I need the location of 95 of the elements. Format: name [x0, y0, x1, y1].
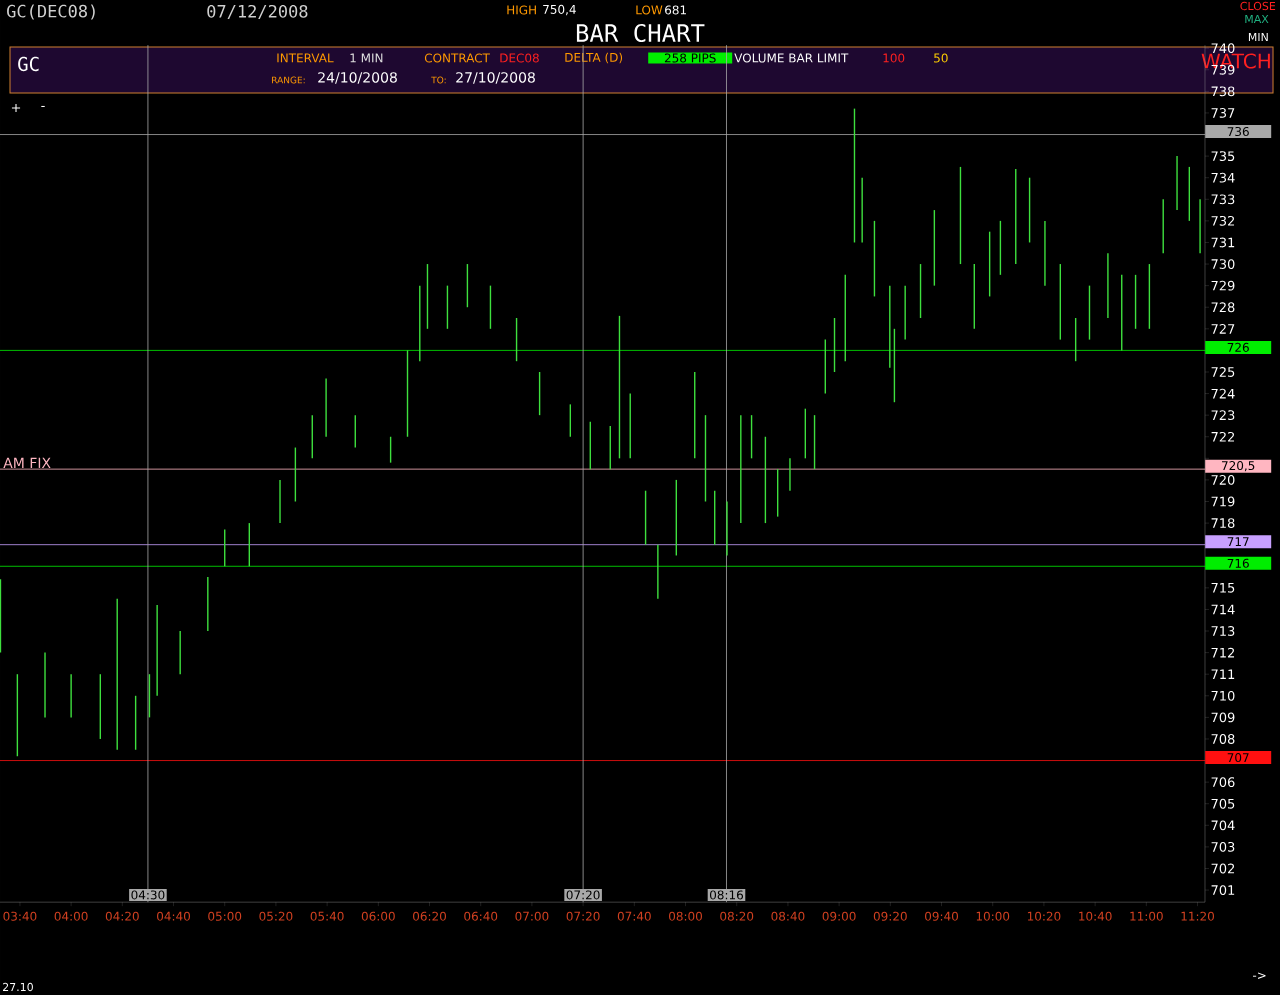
x-tick-label: 04:00 — [54, 911, 88, 921]
text: MAX — [1245, 14, 1269, 23]
x-tick-label: 11:00 — [1130, 911, 1163, 921]
annotation: 100 — [883, 53, 905, 63]
text: MIN — [1248, 32, 1268, 41]
text: 750,4 — [543, 4, 576, 16]
ref-line-label: 736 — [1227, 126, 1249, 137]
x-tick-label: 07:20 — [566, 911, 600, 921]
x-tick-label: 06:20 — [413, 911, 446, 921]
chart-title: BAR CHART — [576, 23, 705, 43]
x-tick-label: 10:00 — [976, 911, 1010, 921]
text: 27.10 — [3, 982, 33, 992]
ref-line-label: 04:30 — [131, 890, 165, 900]
y-tick-label: 720 — [1211, 475, 1235, 485]
ref-line-label: 707 — [1227, 753, 1249, 763]
annotation: DEC08 — [500, 53, 539, 63]
y-tick-label: 731 — [1211, 237, 1235, 248]
x-tick-label: 07:40 — [617, 911, 651, 921]
ref-line-label: 720,5 — [1222, 460, 1255, 472]
annotation: TO: — [431, 76, 446, 84]
x-tick-label: 11:20 — [1181, 911, 1214, 921]
x-tick-label: 09:00 — [822, 911, 856, 921]
x-tick-label: 09:20 — [873, 911, 907, 921]
y-tick-label: 719 — [1211, 496, 1235, 507]
x-tick-label: 10:20 — [1027, 911, 1061, 921]
x-tick-label: 05:00 — [208, 911, 242, 921]
ref-line-label: 716 — [1227, 558, 1249, 568]
ref-line-label: 717 — [1227, 537, 1249, 547]
ref-line-label: 07:20 — [566, 890, 600, 900]
text: HIGH — [507, 5, 536, 15]
y-tick-label: 715 — [1211, 583, 1235, 593]
annotation: CONTRACT — [424, 53, 490, 63]
annotation: GC — [18, 56, 39, 72]
annotation: VOLUME BAR LIMIT — [734, 53, 849, 63]
x-tick-label: 05:20 — [259, 911, 293, 921]
ref-line-label: 08:16 — [709, 890, 744, 900]
y-tick-label: 740 — [1211, 43, 1235, 54]
y-tick-label: 709 — [1211, 712, 1235, 723]
text: GC(DEC08) — [7, 4, 95, 20]
y-tick-label: 705 — [1211, 798, 1235, 809]
y-tick-label: 735 — [1211, 151, 1235, 162]
y-tick-label: 706 — [1211, 777, 1235, 788]
y-tick-label: 702 — [1211, 863, 1235, 874]
y-tick-label: 713 — [1211, 626, 1235, 636]
x-tick-label: 06:40 — [464, 911, 498, 921]
text: CLOSE — [1240, 1, 1276, 11]
x-tick-label: 08:40 — [771, 911, 805, 921]
y-tick-label: 730 — [1211, 259, 1235, 269]
y-tick-label: 701 — [1211, 885, 1235, 895]
text: LOW — [636, 5, 663, 15]
y-tick-label: 723 — [1211, 410, 1235, 421]
y-tick-label: 737 — [1211, 108, 1235, 118]
annotation: 1 MIN — [350, 53, 383, 63]
y-tick-label: 728 — [1211, 302, 1235, 313]
y-tick-label: 733 — [1211, 194, 1235, 205]
x-tick-label: 09:40 — [925, 911, 959, 921]
y-tick-label: 724 — [1211, 388, 1235, 399]
annotation: - — [41, 105, 45, 107]
annotation: DELTA (D) — [565, 52, 623, 64]
y-tick-label: 718 — [1211, 518, 1235, 529]
y-tick-label: 712 — [1211, 647, 1235, 658]
x-tick-label: 05:40 — [310, 911, 344, 921]
x-tick-label: 04:20 — [105, 911, 139, 921]
y-tick-label: 725 — [1211, 367, 1235, 377]
annotation: 258 PIPS — [664, 53, 716, 63]
x-tick-label: 03:40 — [3, 911, 37, 921]
x-tick-label: 10:40 — [1079, 911, 1112, 921]
x-tick-label: 07:00 — [515, 911, 549, 921]
x-tick-label: 08:20 — [720, 911, 754, 921]
x-tick-label: 06:00 — [361, 911, 395, 921]
y-tick-label: 704 — [1211, 820, 1235, 831]
x-tick-label: 08:00 — [669, 911, 703, 921]
text: 681 — [665, 5, 686, 15]
y-tick-label: 729 — [1211, 280, 1235, 291]
y-tick-label: 714 — [1211, 604, 1235, 615]
annotation: + — [11, 103, 21, 113]
y-tick-label: 732 — [1211, 215, 1235, 226]
annotation: 50 — [934, 53, 948, 63]
y-tick-label: 738 — [1211, 86, 1235, 97]
y-tick-label: 727 — [1211, 323, 1235, 334]
y-tick-label: 708 — [1211, 734, 1235, 744]
y-tick-label: 711 — [1211, 669, 1235, 679]
y-tick-label: 734 — [1211, 172, 1235, 183]
annotation: INTERVAL — [277, 53, 334, 63]
y-tick-label: 722 — [1211, 431, 1235, 442]
y-tick-label: 703 — [1211, 841, 1235, 852]
annotation: RANGE: — [272, 76, 305, 84]
ref-line-label: 726 — [1227, 342, 1249, 352]
y-tick-label: 710 — [1211, 690, 1235, 701]
x-tick-label: 04:40 — [157, 911, 191, 921]
annotation: 24/10/2008 — [318, 72, 397, 84]
text: -> — [1253, 972, 1266, 979]
text: 07/12/2008 — [207, 4, 308, 20]
annotation: 27/10/2008 — [456, 72, 535, 84]
annotation: AM FIX — [3, 457, 51, 468]
